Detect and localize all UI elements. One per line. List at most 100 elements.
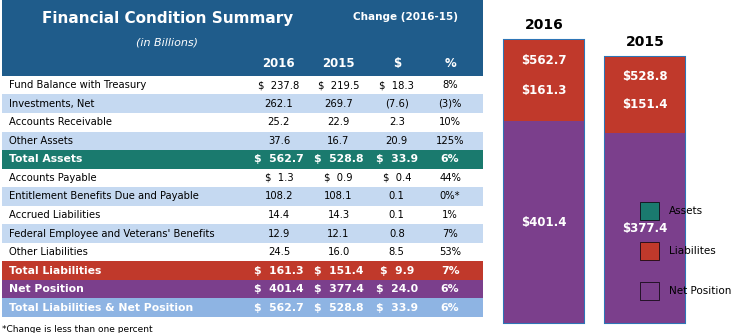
Bar: [2, 150, 483, 168]
Text: 262.1: 262.1: [265, 99, 293, 109]
Bar: [2, 298, 483, 317]
Text: 24.5: 24.5: [268, 247, 290, 257]
Text: $  237.8: $ 237.8: [258, 80, 299, 90]
Bar: [504, 40, 584, 121]
Text: Financial Condition Summary: Financial Condition Summary: [41, 11, 293, 26]
Text: Change (2016-15): Change (2016-15): [353, 12, 457, 22]
Bar: [2, 76, 483, 95]
Text: $  0.4: $ 0.4: [383, 173, 411, 183]
Text: Fund Balance with Treasury: Fund Balance with Treasury: [9, 80, 147, 90]
Bar: [2, 243, 483, 261]
Text: $  377.4: $ 377.4: [314, 284, 363, 294]
Text: 6%: 6%: [441, 284, 459, 294]
Text: $  24.0: $ 24.0: [376, 284, 418, 294]
Text: $: $: [393, 57, 401, 70]
Text: *Change is less than one percent: *Change is less than one percent: [2, 325, 153, 333]
Bar: [2, 280, 483, 298]
Text: $  9.9: $ 9.9: [380, 266, 414, 276]
Text: $151.4: $151.4: [623, 98, 668, 111]
Text: Accrued Liabilities: Accrued Liabilities: [9, 210, 101, 220]
Bar: [2, 132, 483, 150]
Text: 22.9: 22.9: [327, 117, 350, 127]
Bar: [2, 187, 483, 206]
Text: 10%: 10%: [439, 117, 461, 127]
Text: $  33.9: $ 33.9: [376, 303, 418, 313]
Text: $  528.8: $ 528.8: [314, 155, 363, 165]
Text: 37.6: 37.6: [268, 136, 290, 146]
Text: 0.8: 0.8: [389, 228, 405, 238]
Bar: [2, 206, 483, 224]
Text: $  18.3: $ 18.3: [379, 80, 414, 90]
Text: 2015: 2015: [626, 35, 665, 49]
Text: Total Liabilities & Net Position: Total Liabilities & Net Position: [9, 303, 193, 313]
Text: $  0.9: $ 0.9: [324, 173, 353, 183]
Text: $  33.9: $ 33.9: [376, 155, 418, 165]
Text: Accounts Payable: Accounts Payable: [9, 173, 97, 183]
Text: 25.2: 25.2: [268, 117, 290, 127]
Text: (3)%: (3)%: [438, 99, 462, 109]
Text: Assets: Assets: [669, 206, 703, 216]
Text: 0.1: 0.1: [389, 210, 405, 220]
Text: Net Position: Net Position: [669, 286, 732, 296]
Text: $  528.8: $ 528.8: [314, 303, 363, 313]
Text: $  1.3: $ 1.3: [265, 173, 293, 183]
Bar: [2, 0, 483, 52]
Text: 2016: 2016: [262, 57, 296, 70]
Text: $  562.7: $ 562.7: [254, 303, 304, 313]
Text: 8.5: 8.5: [389, 247, 405, 257]
Text: 20.9: 20.9: [386, 136, 408, 146]
Text: Accounts Receivable: Accounts Receivable: [9, 117, 112, 127]
Text: 0.1: 0.1: [389, 191, 405, 201]
Text: $161.3: $161.3: [521, 84, 566, 97]
Text: Investments, Net: Investments, Net: [9, 99, 95, 109]
Text: $  401.4: $ 401.4: [254, 284, 304, 294]
Text: 14.3: 14.3: [327, 210, 350, 220]
Text: 108.2: 108.2: [265, 191, 293, 201]
Text: 125%: 125%: [436, 136, 465, 146]
Bar: [504, 121, 584, 323]
Text: 108.1: 108.1: [324, 191, 353, 201]
Text: 269.7: 269.7: [324, 99, 353, 109]
Text: $  161.3: $ 161.3: [254, 266, 304, 276]
Text: 16.0: 16.0: [327, 247, 350, 257]
Text: $401.4: $401.4: [521, 215, 566, 228]
Text: 2.3: 2.3: [389, 117, 405, 127]
Text: $562.7: $562.7: [521, 54, 566, 67]
Text: Other Assets: Other Assets: [9, 136, 73, 146]
Bar: [504, 40, 584, 323]
Text: 7%: 7%: [442, 228, 458, 238]
Text: $528.8: $528.8: [623, 70, 668, 83]
Text: 7%: 7%: [441, 266, 459, 276]
Bar: [605, 133, 685, 323]
Text: 6%: 6%: [441, 155, 459, 165]
Text: $  151.4: $ 151.4: [314, 266, 363, 276]
Bar: [640, 202, 659, 220]
Text: %: %: [444, 57, 456, 70]
Text: (in Billions): (in Billions): [136, 37, 199, 47]
Text: 12.9: 12.9: [268, 228, 290, 238]
Bar: [640, 242, 659, 260]
Bar: [2, 224, 483, 243]
Text: 6%: 6%: [441, 303, 459, 313]
Text: Liabilites: Liabilites: [669, 246, 716, 256]
Text: $  562.7: $ 562.7: [254, 155, 304, 165]
Text: 12.1: 12.1: [327, 228, 350, 238]
Text: 16.7: 16.7: [327, 136, 350, 146]
Text: Net Position: Net Position: [9, 284, 84, 294]
Text: 14.4: 14.4: [268, 210, 290, 220]
Text: (7.6): (7.6): [385, 99, 408, 109]
Bar: [2, 113, 483, 132]
Text: 2016: 2016: [524, 18, 563, 32]
Text: 8%: 8%: [442, 80, 458, 90]
Bar: [605, 57, 685, 133]
Text: Entitlement Benefits Due and Payable: Entitlement Benefits Due and Payable: [9, 191, 199, 201]
Bar: [2, 168, 483, 187]
Text: 44%: 44%: [439, 173, 461, 183]
Text: $  219.5: $ 219.5: [318, 80, 359, 90]
Text: Total Assets: Total Assets: [9, 155, 83, 165]
Text: Federal Employee and Veterans' Benefits: Federal Employee and Veterans' Benefits: [9, 228, 215, 238]
Bar: [605, 57, 685, 323]
Text: Total Liabilities: Total Liabilities: [9, 266, 102, 276]
Bar: [640, 282, 659, 300]
Text: Other Liabilities: Other Liabilities: [9, 247, 88, 257]
